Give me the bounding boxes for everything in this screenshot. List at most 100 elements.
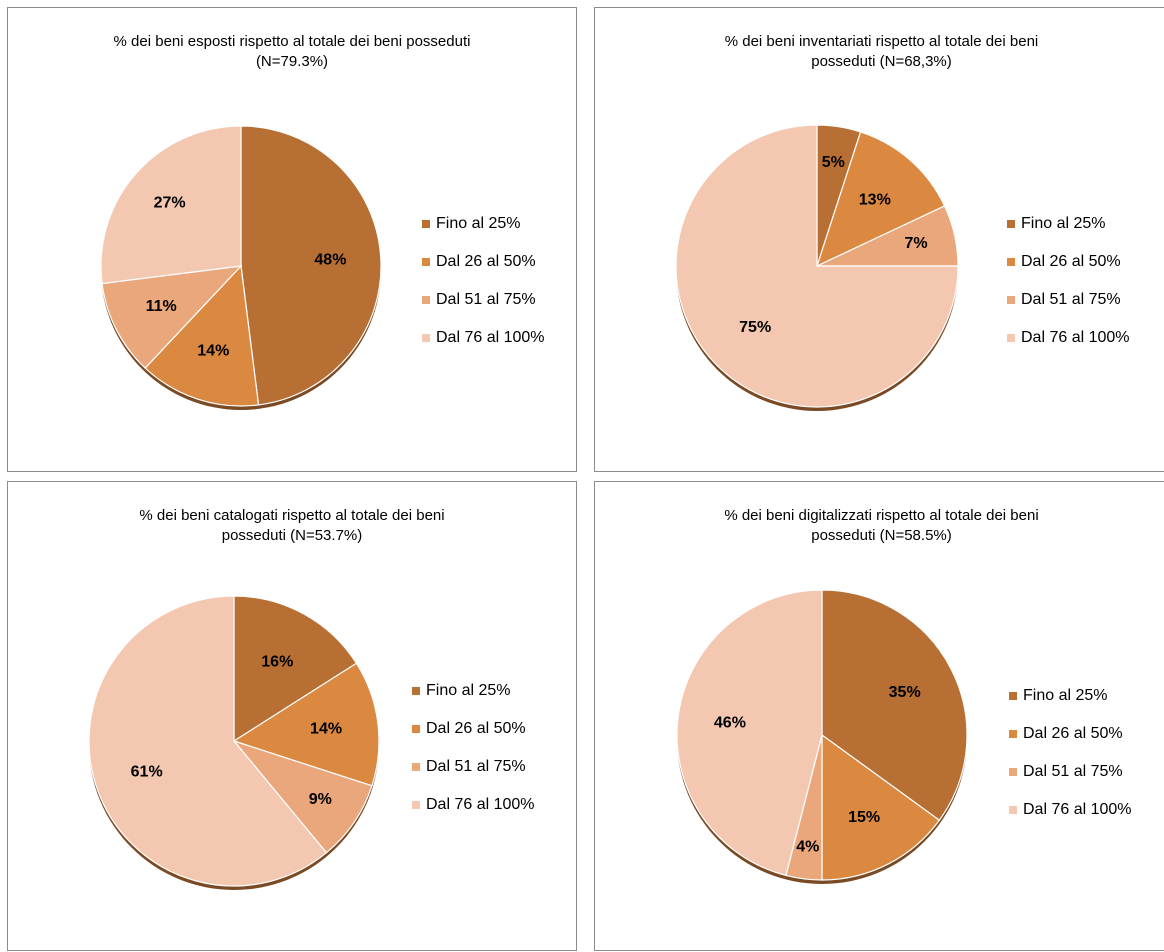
legend-item-fino-al-25: Fino al 25% (412, 680, 535, 702)
legend-swatch (422, 220, 430, 228)
legend-label: Fino al 25% (436, 215, 521, 232)
legend-swatch (1009, 692, 1017, 700)
slice-dal-51-al-75 (101, 265, 243, 369)
legend-item-dal-76-al-100: Dal 76 al 100% (1009, 799, 1132, 821)
chart-title: % dei beni inventariati rispetto al tota… (595, 32, 1164, 72)
legend-item-dal-51-al-75: Dal 51 al 75% (422, 289, 545, 311)
legend-item-dal-76-al-100: Dal 76 al 100% (412, 794, 535, 816)
legend-item-fino-al-25: Fino al 25% (1007, 213, 1130, 235)
data-label: 48% (314, 252, 346, 269)
legend-item-dal-76-al-100: Dal 76 al 100% (422, 327, 545, 349)
legend-swatch (1007, 334, 1015, 342)
chart-legend: Fino al 25% Dal 26 al 50% Dal 51 al 75% Dal… (1009, 685, 1132, 837)
legend-swatch (412, 801, 420, 809)
slice-dal-26-al-50 (821, 733, 941, 881)
legend-item-dal-51-al-75: Dal 51 al 75% (1009, 761, 1132, 783)
legend-label: Dal 51 al 75% (1021, 291, 1121, 308)
chart-legend: Fino al 25% Dal 26 al 50% Dal 51 al 75% Dal… (422, 213, 545, 365)
slice-dal-26-al-50 (232, 662, 380, 787)
chart-title-line1: % dei beni catalogati rispetto al totale… (139, 507, 445, 524)
pie-chart: 48% 14% 11% 27% (100, 125, 382, 410)
legend-label: Dal 76 al 100% (426, 796, 535, 813)
data-label: 46% (714, 715, 746, 732)
data-label: 4% (796, 838, 819, 855)
legend-label: Dal 26 al 50% (436, 253, 536, 270)
pie-chart: 16% 14% 9% 61% (88, 595, 380, 890)
pie-chart: 35% 15% 4% 46% (676, 589, 968, 884)
chart-title-line2: (N=79.3%) (255, 53, 329, 70)
legend-label: Dal 76 al 100% (436, 329, 545, 346)
legend-swatch (1007, 296, 1015, 304)
chart-title-line1: % dei beni esposti rispetto al totale de… (113, 33, 471, 50)
data-label: 15% (848, 809, 880, 826)
data-label: 9% (309, 791, 332, 808)
legend-item-dal-26-al-50: Dal 26 al 50% (422, 251, 545, 273)
data-label: 5% (822, 154, 845, 171)
legend-swatch (1007, 220, 1015, 228)
chart-title: % dei beni esposti rispetto al totale de… (8, 32, 576, 72)
data-label: 14% (197, 342, 229, 359)
legend-label: Dal 51 al 75% (426, 758, 526, 775)
legend-swatch (412, 687, 420, 695)
chart-panel-esposti: % dei beni esposti rispetto al totale de… (7, 7, 577, 472)
pie-chart: 5% 13% 7% 75% (675, 124, 959, 411)
legend-swatch (1007, 258, 1015, 266)
slice-dal-76-al-100 (88, 595, 328, 887)
legend-swatch (1009, 730, 1017, 738)
legend-label: Dal 26 al 50% (1023, 725, 1123, 742)
legend-item-dal-26-al-50: Dal 26 al 50% (1007, 251, 1130, 273)
legend-label: Dal 76 al 100% (1023, 801, 1132, 818)
data-label: 75% (739, 319, 771, 336)
legend-swatch (412, 725, 420, 733)
data-label: 13% (859, 192, 891, 209)
data-label: 35% (889, 684, 921, 701)
legend-item-dal-51-al-75: Dal 51 al 75% (1007, 289, 1130, 311)
chart-panel-digitalizzati: % dei beni digitalizzati rispetto al tot… (594, 481, 1164, 951)
legend-item-dal-26-al-50: Dal 26 al 50% (412, 718, 535, 740)
legend-label: Dal 51 al 75% (436, 291, 536, 308)
slice-dal-76-al-100 (676, 589, 823, 877)
legend-label: Fino al 25% (426, 682, 511, 699)
data-label: 27% (154, 194, 186, 211)
data-label: 16% (261, 653, 293, 670)
slice-dal-26-al-50 (816, 131, 946, 268)
chart-title-line2: posseduti (N=58.5%) (811, 527, 952, 544)
legend-label: Dal 76 al 100% (1021, 329, 1130, 346)
chart-panel-catalogati: % dei beni catalogati rispetto al totale… (7, 481, 577, 951)
legend-item-fino-al-25: Fino al 25% (1009, 685, 1132, 707)
slice-dal-76-al-100 (675, 124, 959, 408)
legend-label: Fino al 25% (1023, 687, 1108, 704)
legend-swatch (1009, 806, 1017, 814)
chart-legend: Fino al 25% Dal 26 al 50% Dal 51 al 75% Dal… (412, 680, 535, 832)
slice-fino-al-25 (240, 125, 382, 406)
data-label: 7% (905, 235, 928, 252)
data-label: 61% (131, 764, 163, 781)
legend-label: Dal 26 al 50% (1021, 253, 1121, 270)
chart-title-line1: % dei beni inventariati rispetto al tota… (724, 33, 1039, 50)
slice-dal-51-al-75 (232, 739, 373, 854)
legend-swatch (422, 296, 430, 304)
chart-legend: Fino al 25% Dal 26 al 50% Dal 51 al 75% Dal… (1007, 213, 1130, 365)
slice-fino-al-25 (821, 589, 968, 822)
legend-item-dal-26-al-50: Dal 26 al 50% (1009, 723, 1132, 745)
legend-swatch (422, 334, 430, 342)
legend-item-dal-76-al-100: Dal 76 al 100% (1007, 327, 1130, 349)
slice-fino-al-25 (233, 595, 358, 743)
chart-title: % dei beni catalogati rispetto al totale… (8, 506, 576, 546)
chart-title-line2: posseduti (N=53.7%) (221, 527, 363, 544)
slice-dal-76-al-100 (100, 125, 242, 285)
chart-title: % dei beni digitalizzati rispetto al tot… (595, 506, 1164, 546)
legend-swatch (412, 763, 420, 771)
legend-label: Dal 51 al 75% (1023, 763, 1123, 780)
chart-title-line1: % dei beni digitalizzati rispetto al tot… (724, 507, 1039, 524)
legend-swatch (1009, 768, 1017, 776)
legend-label: Fino al 25% (1021, 215, 1106, 232)
chart-panel-inventariati: % dei beni inventariati rispetto al tota… (594, 7, 1164, 472)
legend-swatch (422, 258, 430, 266)
slice-dal-26-al-50 (144, 264, 260, 407)
data-label: 11% (146, 298, 177, 315)
legend-label: Dal 26 al 50% (426, 720, 526, 737)
legend-item-dal-51-al-75: Dal 51 al 75% (412, 756, 535, 778)
chart-title-line2: posseduti (N=68,3%) (811, 53, 952, 70)
legend-item-fino-al-25: Fino al 25% (422, 213, 545, 235)
